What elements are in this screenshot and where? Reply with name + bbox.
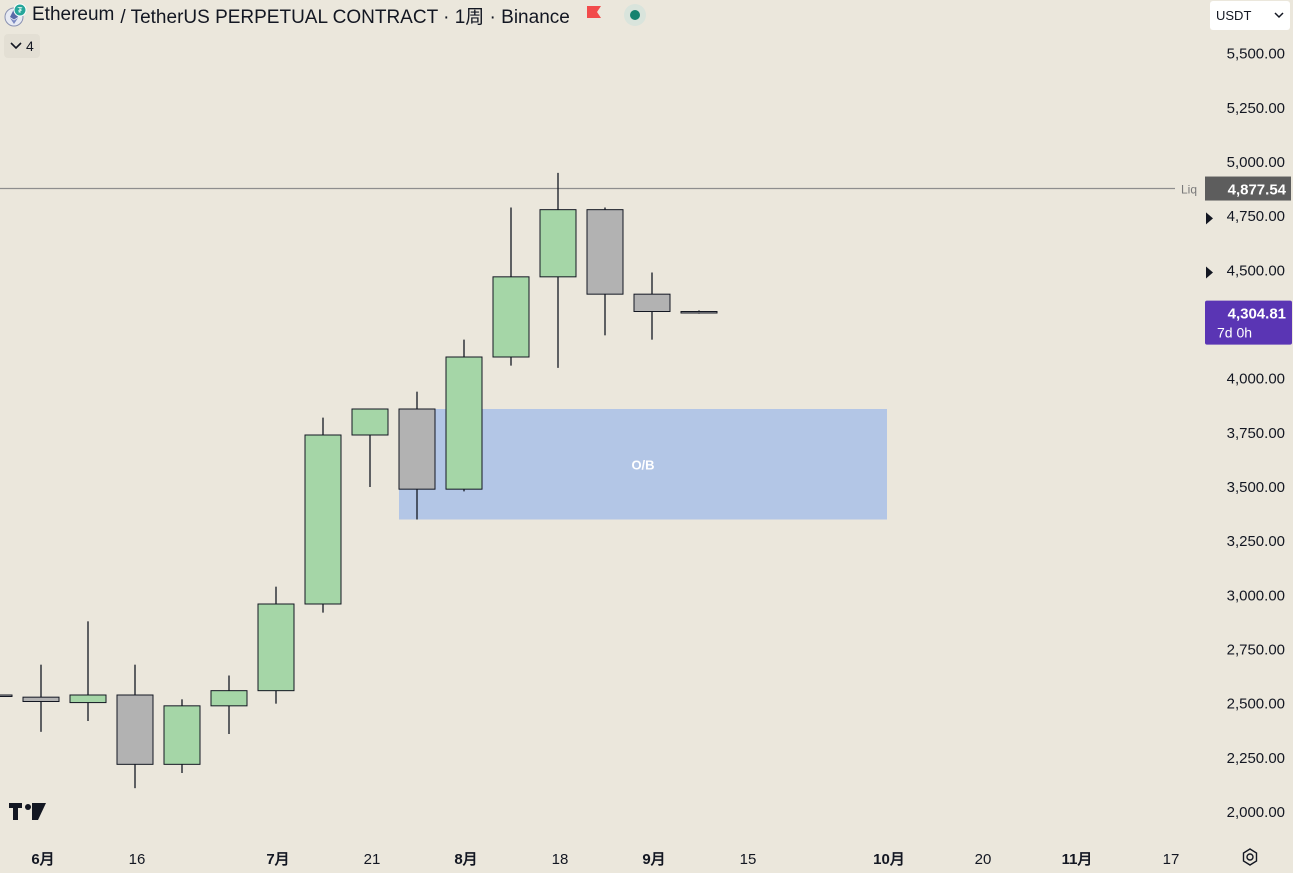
price-tick-label: 5,250.00	[1227, 100, 1285, 117]
candles	[0, 172, 718, 789]
price-tick-label: 3,000.00	[1227, 587, 1285, 604]
liq-line-layer: Liq	[0, 183, 1197, 197]
candle-body	[210, 690, 248, 707]
candle-body	[69, 694, 107, 704]
price-tick-label: 5,000.00	[1227, 154, 1285, 171]
candle	[163, 699, 201, 773]
candle	[351, 408, 389, 487]
candle-body	[22, 696, 60, 703]
currency-select[interactable]: USDT	[1210, 1, 1290, 30]
alert-marker-icon[interactable]	[1206, 212, 1213, 225]
time-tick-label: 6月	[31, 851, 54, 868]
time-tick-label: 9月	[642, 851, 665, 868]
candle-body	[398, 408, 436, 490]
currency-value: USDT	[1216, 8, 1252, 23]
last-price-badge	[1205, 300, 1292, 345]
price-tick-label: 3,250.00	[1227, 533, 1285, 550]
candle-body	[586, 209, 624, 295]
candle-body	[163, 705, 201, 765]
candle	[492, 207, 530, 366]
price-axis[interactable]: 2,000.00 2,250.00 2,500.00 2,750.00 3,000.00…	[1205, 46, 1292, 821]
candle-body	[304, 434, 342, 605]
symbol-header[interactable]: ₮ Ethereum / TetherUS PERPETUAL CONTRACT…	[4, 3, 646, 28]
liq-price-label: 4,877.54	[1228, 182, 1287, 199]
price-tick-label: 4,000.00	[1227, 371, 1285, 388]
candle	[210, 675, 248, 734]
bar-countdown-label: 7d 0h	[1217, 325, 1252, 341]
symbol-description: / TetherUS PERPETUAL CONTRACT · 1周 · Bin…	[120, 6, 570, 28]
time-tick-label: 21	[364, 851, 381, 868]
ob-zone-label: O/B	[631, 457, 654, 472]
time-tick-label: 20	[975, 851, 992, 868]
svg-text:₮: ₮	[18, 6, 23, 15]
flag-icon[interactable]	[586, 4, 602, 26]
price-tick-label: 3,750.00	[1227, 425, 1285, 442]
tradingview-logo-icon[interactable]	[8, 800, 48, 827]
price-tick-label: 4,750.00	[1227, 208, 1285, 225]
ethereum-logo-icon: ₮	[4, 3, 28, 27]
candle	[445, 339, 483, 492]
liq-line-label: Liq	[1181, 183, 1197, 197]
candle	[0, 694, 13, 697]
candle-body	[539, 209, 577, 278]
time-axis[interactable]: 6月 16 7月 21 8月 18 9月 15 10月 20 11月 17	[31, 851, 1179, 868]
candle-body	[116, 694, 154, 765]
time-tick-label: 18	[552, 851, 569, 868]
candle-body	[257, 603, 295, 692]
time-tick-label: 17	[1163, 851, 1180, 868]
price-tick-label: 3,500.00	[1227, 479, 1285, 496]
indicator-count: 4	[26, 38, 34, 54]
time-tick-label: 16	[129, 851, 146, 868]
chevron-down-icon	[1274, 12, 1284, 19]
candle-body	[0, 694, 13, 697]
candle	[116, 664, 154, 789]
time-tick-label: 11月	[1062, 851, 1093, 868]
time-tick-label: 15	[740, 851, 757, 868]
candle	[22, 664, 60, 732]
candle	[680, 310, 718, 314]
last-price-label: 4,304.81	[1228, 306, 1286, 323]
market-status-icon[interactable]	[623, 4, 646, 26]
price-tick-label: 5,500.00	[1227, 46, 1285, 63]
candle	[539, 172, 577, 368]
candle-body	[445, 356, 483, 490]
time-tick-label: 7月	[266, 851, 289, 868]
settings-icon[interactable]	[1240, 847, 1260, 872]
time-tick-label: 8月	[454, 851, 477, 868]
price-tick-label: 2,000.00	[1227, 804, 1285, 821]
candle-body	[633, 293, 671, 312]
candle-body	[680, 311, 718, 314]
liq-price-badge	[1205, 176, 1291, 201]
chevron-down-icon	[10, 42, 22, 50]
candle	[398, 391, 436, 520]
candle	[69, 621, 107, 721]
indicators-toggle-button[interactable]: 4	[4, 34, 40, 58]
price-tick-label: 4,500.00	[1227, 262, 1285, 279]
alert-marker-icon[interactable]	[1206, 266, 1213, 279]
candle	[633, 272, 671, 340]
candle	[257, 586, 295, 704]
candle-body	[492, 276, 530, 358]
price-tick-label: 2,500.00	[1227, 696, 1285, 713]
price-tick-label: 2,750.00	[1227, 642, 1285, 659]
symbol-name: Ethereum	[32, 4, 115, 25]
price-tick-label: 2,250.00	[1227, 750, 1285, 767]
time-tick-label: 10月	[873, 851, 905, 868]
candle	[586, 207, 624, 336]
candle	[304, 417, 342, 613]
candle-body	[351, 408, 389, 436]
